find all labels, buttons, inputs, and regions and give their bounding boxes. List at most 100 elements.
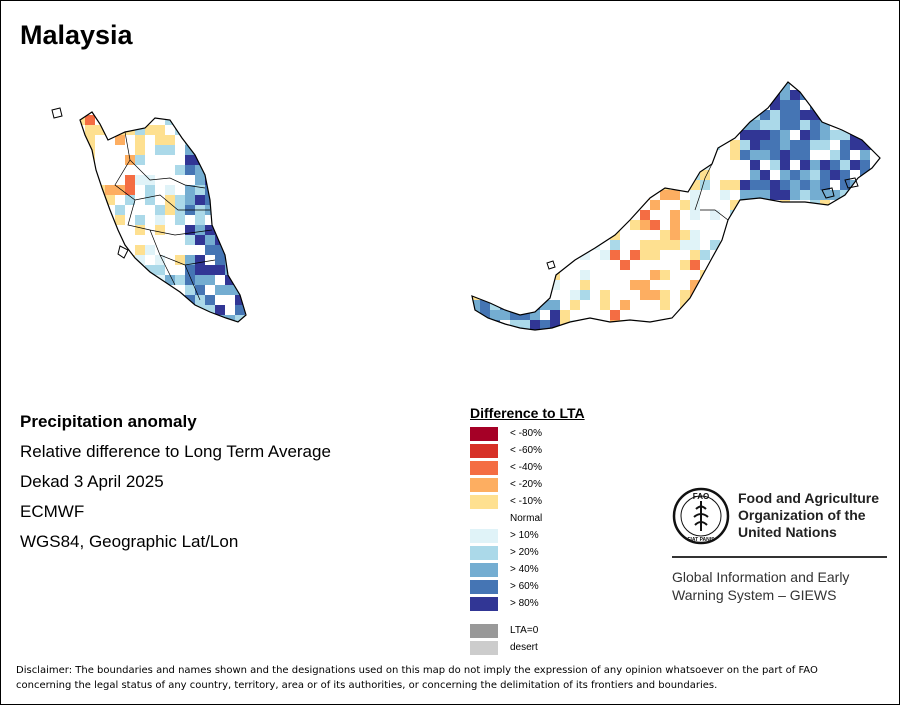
- anomaly-cell: [730, 120, 740, 130]
- anomaly-cell: [880, 290, 890, 300]
- anomaly-cell: [472, 240, 480, 250]
- anomaly-cell: [620, 150, 630, 160]
- anomaly-cell: [155, 165, 165, 175]
- anomaly-cell: [480, 250, 490, 260]
- anomaly-cell: [245, 125, 246, 135]
- anomaly-cell: [540, 90, 550, 100]
- anomaly-cell: [610, 160, 620, 170]
- anomaly-cell: [590, 190, 600, 200]
- anomaly-cell: [600, 160, 610, 170]
- anomaly-cell: [840, 90, 850, 100]
- anomaly-cell: [115, 195, 125, 205]
- anomaly-cell: [870, 230, 880, 240]
- anomaly-cell: [480, 120, 490, 130]
- anomaly-cell: [125, 145, 135, 155]
- anomaly-cell: [610, 270, 620, 280]
- anomaly-cell: [830, 150, 840, 160]
- anomaly-cell: [185, 145, 195, 155]
- anomaly-cell: [830, 140, 840, 150]
- anomaly-cell: [730, 180, 740, 190]
- anomaly-cell: [165, 305, 175, 315]
- anomaly-cell: [125, 112, 135, 115]
- anomaly-cell: [235, 155, 245, 165]
- anomaly-cell: [700, 330, 710, 340]
- anomaly-cell: [550, 310, 560, 320]
- anomaly-cell: [235, 135, 245, 145]
- anomaly-cell: [235, 125, 245, 135]
- anomaly-cell: [840, 300, 850, 310]
- anomaly-cell: [830, 320, 840, 330]
- anomaly-cell: [95, 275, 105, 285]
- anomaly-cell: [520, 250, 530, 260]
- anomaly-cell: [730, 90, 740, 100]
- anomaly-cell: [740, 250, 750, 260]
- anomaly-cell: [600, 310, 610, 320]
- anomaly-cell: [520, 120, 530, 130]
- anomaly-cell: [610, 170, 620, 180]
- anomaly-cell: [530, 110, 540, 120]
- anomaly-cell: [750, 140, 760, 150]
- anomaly-cell: [640, 180, 650, 190]
- anomaly-cell: [660, 160, 670, 170]
- anomaly-cell: [750, 130, 760, 140]
- anomaly-cell: [235, 112, 245, 115]
- anomaly-cell: [175, 215, 185, 225]
- anomaly-cell: [520, 280, 530, 290]
- anomaly-cell: [790, 110, 800, 120]
- anomaly-cell: [235, 275, 245, 285]
- anomaly-cell: [750, 150, 760, 160]
- anomaly-cell: [810, 260, 820, 270]
- anomaly-cell: [510, 300, 520, 310]
- anomaly-cell: [500, 250, 510, 260]
- anomaly-cell: [870, 100, 880, 110]
- anomaly-cell: [195, 265, 205, 275]
- anomaly-cell: [135, 245, 145, 255]
- anomaly-cell: [145, 135, 155, 145]
- anomaly-cell: [700, 240, 710, 250]
- anomaly-cell: [840, 210, 850, 220]
- anomaly-cell: [145, 205, 155, 215]
- anomaly-cell: [860, 300, 870, 310]
- anomaly-cell: [155, 145, 165, 155]
- anomaly-cell: [750, 180, 760, 190]
- anomaly-cell: [880, 220, 890, 230]
- legend-extra-swatch: [470, 640, 498, 655]
- anomaly-cell: [135, 315, 145, 322]
- anomaly-cell: [155, 225, 165, 235]
- anomaly-cell: [175, 195, 185, 205]
- anomaly-cell: [490, 180, 500, 190]
- anomaly-cell: [165, 175, 175, 185]
- anomaly-cell: [740, 270, 750, 280]
- anomaly-cell: [650, 130, 660, 140]
- anomaly-cell: [135, 235, 145, 245]
- anomaly-cell: [510, 240, 520, 250]
- anomaly-cell: [680, 170, 690, 180]
- anomaly-cell: [530, 190, 540, 200]
- anomaly-cell: [80, 145, 85, 155]
- anomaly-cell: [670, 300, 680, 310]
- anomaly-cell: [640, 140, 650, 150]
- anomaly-cell: [205, 125, 215, 135]
- anomaly-cell: [520, 82, 530, 90]
- anomaly-cell: [235, 145, 245, 155]
- fao-logo-motto: FIAT PANIS: [687, 537, 715, 543]
- anomaly-cell: [760, 270, 770, 280]
- anomaly-cell: [730, 310, 740, 320]
- anomaly-cell: [620, 320, 630, 330]
- anomaly-cell: [710, 230, 720, 240]
- anomaly-cell: [225, 305, 235, 315]
- anomaly-cell: [710, 310, 720, 320]
- anomaly-cell: [860, 90, 870, 100]
- anomaly-cell: [800, 100, 810, 110]
- anomaly-cell: [105, 135, 115, 145]
- anomaly-cell: [730, 220, 740, 230]
- anomaly-cell: [590, 330, 600, 340]
- legend-dry-row: < -80%: [470, 425, 585, 442]
- anomaly-cell: [860, 330, 870, 340]
- anomaly-cell: [880, 140, 890, 150]
- anomaly-cell: [510, 180, 520, 190]
- anomaly-cell: [870, 150, 880, 160]
- anomaly-cell: [770, 230, 780, 240]
- anomaly-cell: [472, 210, 480, 220]
- anomaly-cell: [185, 112, 195, 115]
